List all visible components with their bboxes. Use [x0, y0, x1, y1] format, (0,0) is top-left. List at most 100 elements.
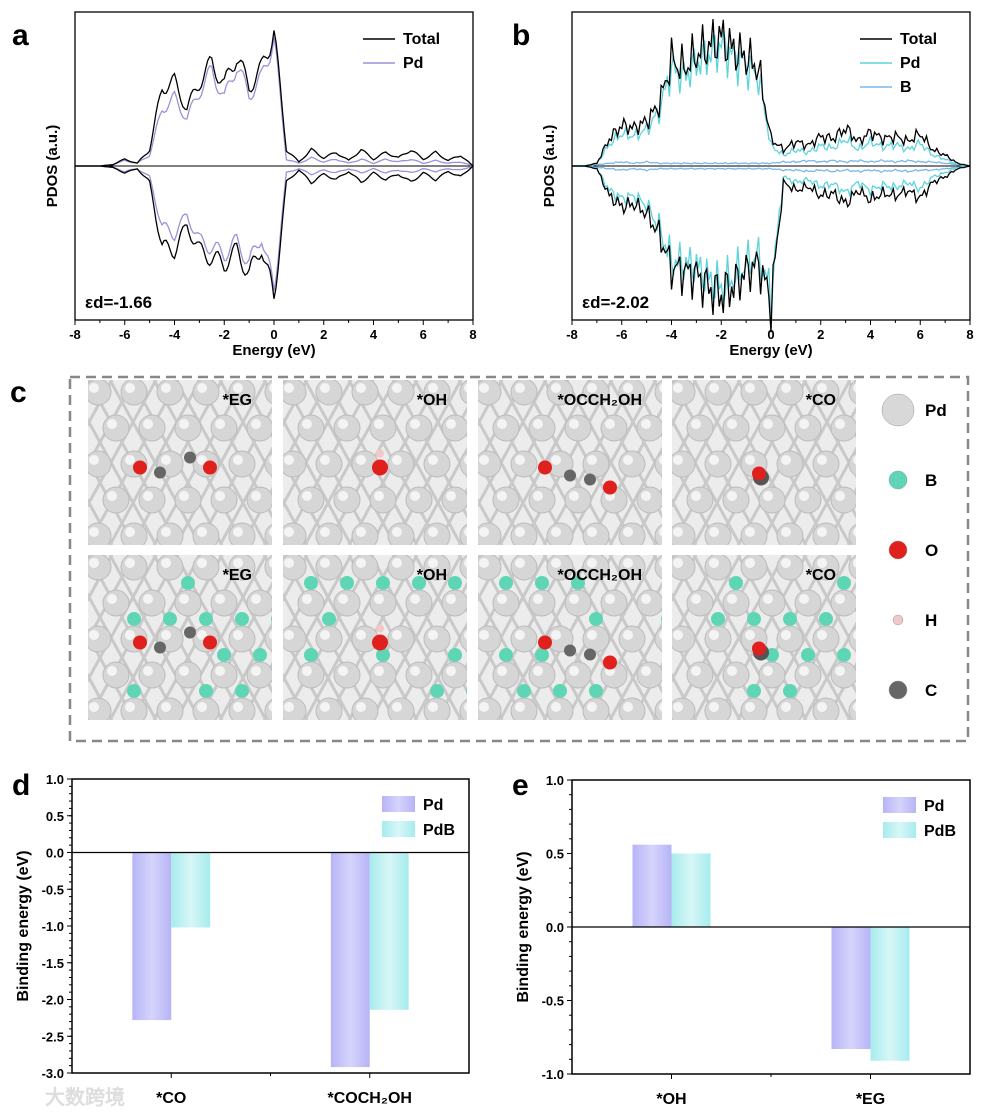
pd-atom-highlight: [605, 594, 615, 604]
pd-atom-highlight: [659, 527, 662, 537]
pd-atom-highlight: [251, 594, 261, 604]
x-tick-label: -2: [218, 327, 230, 342]
pd-atom-highlight: [197, 630, 207, 640]
pd-atom-highlight: [799, 594, 809, 604]
b-atom: [607, 720, 621, 734]
pd-atom-highlight: [479, 455, 489, 465]
b-atom: [376, 648, 390, 662]
pd-atom: [246, 414, 272, 442]
pd-atom-highlight: [356, 630, 366, 640]
legend-swatch-pdb: [382, 821, 415, 837]
pd-atom-highlight: [835, 419, 845, 429]
pd-atom-highlight: [251, 666, 261, 676]
legend-swatch-pdb: [883, 822, 916, 838]
pd-atom-highlight: [551, 527, 561, 537]
pd-atom-highlight: [871, 594, 881, 604]
b-atom: [217, 720, 231, 734]
pd-atom-highlight: [871, 666, 881, 676]
pd-atom-highlight: [623, 455, 633, 465]
legend-atom-label-h: H: [925, 611, 937, 630]
pd-atom: [297, 589, 325, 617]
c-atom: [154, 466, 166, 479]
pd-atom-highlight: [587, 702, 597, 712]
pd-atom: [405, 414, 433, 442]
pd-atom: [686, 486, 714, 514]
pd-atom: [102, 589, 130, 617]
pd-atom-highlight: [781, 527, 791, 537]
c-atom: [564, 644, 576, 657]
pd-atom: [478, 555, 502, 581]
y-tick-label: 0.0: [46, 846, 64, 861]
pd-atom-highlight: [551, 702, 561, 712]
bar-pdb: [369, 852, 409, 1010]
structure-pdb-3: *OCCH₂OH: [478, 555, 662, 734]
pd-atom: [672, 555, 696, 581]
pd-atom-highlight: [691, 491, 701, 501]
pd-atom-highlight: [659, 630, 662, 640]
pd-atom: [102, 486, 130, 514]
pd-atom: [283, 380, 307, 406]
pd-atom-highlight: [709, 455, 719, 465]
pd-atom-highlight: [799, 666, 809, 676]
pd-atom-highlight: [374, 491, 384, 501]
b-atom: [304, 720, 318, 734]
pd-atom: [722, 661, 750, 689]
pd-atom: [794, 486, 822, 514]
y-tick-label: -2.0: [42, 993, 64, 1008]
pd-atom-highlight: [817, 558, 827, 568]
pd-atom: [722, 414, 750, 442]
pd-atom-highlight: [356, 702, 366, 712]
pd-atom-highlight: [587, 383, 597, 393]
b-atom: [304, 648, 318, 662]
pd-atom-highlight: [320, 558, 330, 568]
pd-atom-highlight: [143, 419, 153, 429]
structure-pd-1: *EG: [88, 380, 272, 545]
pd-atom: [387, 555, 415, 581]
pd-atom-highlight: [269, 455, 272, 465]
pd-atom: [636, 589, 662, 617]
pd-atom: [156, 522, 184, 545]
watermark: 大数跨境: [45, 1085, 125, 1109]
bar-pd: [632, 844, 672, 927]
pd-atom: [156, 555, 184, 581]
pd-atom-highlight: [89, 455, 99, 465]
pd-atom: [333, 661, 361, 689]
d-band-center-annotation: εd=-2.02: [582, 293, 649, 312]
pd-atom: [722, 486, 750, 514]
pd-atom: [387, 522, 415, 545]
series-b-down: [572, 165, 971, 173]
pd-atom: [776, 450, 804, 478]
pd-atom: [582, 450, 610, 478]
pd-atom-highlight: [392, 455, 402, 465]
pd-atom-highlight: [197, 455, 207, 465]
pd-atom: [228, 522, 256, 545]
pd-atom: [812, 697, 840, 720]
pd-atom: [672, 380, 696, 406]
pd-atom-highlight: [551, 630, 561, 640]
pd-atom: [758, 661, 786, 689]
pd-atom: [351, 555, 379, 581]
pd-atom: [546, 522, 574, 545]
pd-atom: [848, 451, 856, 477]
pd-atom-highlight: [605, 419, 615, 429]
pd-atom-highlight: [673, 558, 683, 568]
pd-atom: [672, 450, 696, 478]
b-atom: [412, 720, 426, 734]
pd-atom-highlight: [284, 455, 294, 465]
pd-atom-highlight: [515, 527, 525, 537]
series-pd-down: [75, 165, 474, 291]
y-tick-label: 0.0: [546, 920, 564, 935]
pd-atom-highlight: [284, 558, 294, 568]
pd-atom-highlight: [871, 491, 881, 501]
pd-atom-highlight: [125, 630, 135, 640]
pd-atom-highlight: [215, 419, 225, 429]
pd-atom-highlight: [533, 666, 543, 676]
pd-atom: [283, 522, 307, 545]
pd-atom: [405, 589, 433, 617]
pd-atom: [672, 625, 696, 653]
pd-atom: [636, 661, 662, 689]
pd-atom: [867, 487, 893, 513]
legend-atom-label-b: B: [925, 471, 937, 490]
pd-atom: [564, 589, 592, 617]
structure-pd-4: *CO: [672, 380, 893, 545]
